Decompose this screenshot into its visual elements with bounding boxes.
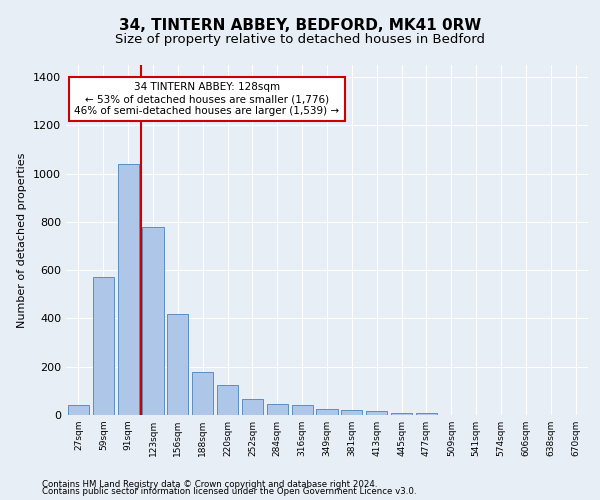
- Bar: [167, 314, 188, 415]
- Bar: [391, 412, 412, 415]
- Bar: [142, 226, 164, 415]
- Text: Size of property relative to detached houses in Bedford: Size of property relative to detached ho…: [115, 32, 485, 46]
- Bar: [217, 385, 238, 415]
- Bar: [316, 409, 338, 415]
- Bar: [242, 400, 263, 415]
- Bar: [93, 278, 114, 415]
- Bar: [267, 404, 288, 415]
- Bar: [366, 410, 387, 415]
- Y-axis label: Number of detached properties: Number of detached properties: [17, 152, 28, 328]
- Text: Contains public sector information licensed under the Open Government Licence v3: Contains public sector information licen…: [42, 487, 416, 496]
- Bar: [416, 413, 437, 415]
- Bar: [292, 405, 313, 415]
- Text: Contains HM Land Registry data © Crown copyright and database right 2024.: Contains HM Land Registry data © Crown c…: [42, 480, 377, 489]
- Bar: [341, 410, 362, 415]
- Bar: [192, 372, 213, 415]
- Bar: [68, 406, 89, 415]
- Bar: [118, 164, 139, 415]
- Text: 34 TINTERN ABBEY: 128sqm
← 53% of detached houses are smaller (1,776)
46% of sem: 34 TINTERN ABBEY: 128sqm ← 53% of detach…: [74, 82, 340, 116]
- Text: 34, TINTERN ABBEY, BEDFORD, MK41 0RW: 34, TINTERN ABBEY, BEDFORD, MK41 0RW: [119, 18, 481, 32]
